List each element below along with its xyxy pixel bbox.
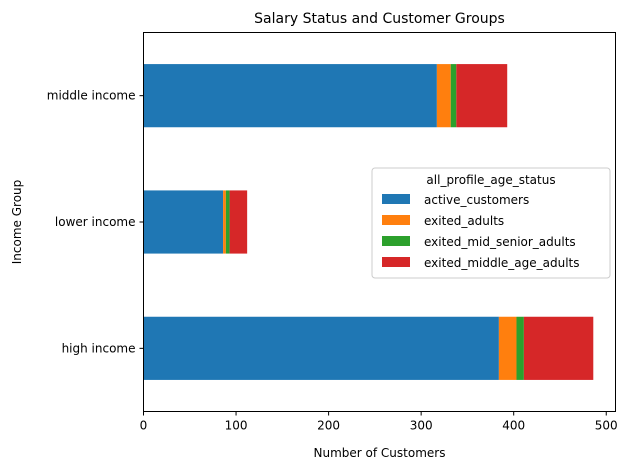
legend-swatch-exited_adults	[382, 215, 410, 225]
bar-exited_mid_senior_adults-middle-income	[450, 64, 457, 128]
x-axis-ticks: 0 100 200 300 400 500	[140, 411, 618, 433]
legend-label-exited_mid_senior_adults: exited_mid_senior_adults	[424, 235, 576, 249]
x-tick-label: 100	[225, 419, 248, 433]
bar-active_customers-middle-income	[143, 64, 437, 128]
legend-swatch-exited_mid_senior_adults	[382, 236, 410, 246]
legend: all_profile_age_status active_customersex…	[371, 167, 611, 279]
chart-title: Salary Status and Customer Groups	[254, 11, 505, 27]
y-tick-label: lower income	[55, 215, 136, 229]
bar-exited_mid_senior_adults-lower-income	[225, 190, 230, 254]
bars-group	[143, 64, 594, 380]
x-tick-label: 400	[502, 419, 525, 433]
legend-box	[371, 167, 611, 279]
x-tick-label: 300	[410, 419, 433, 433]
y-axis-ticks: high income lower income middle income	[47, 89, 144, 355]
legend-label-exited_adults: exited_adults	[424, 214, 504, 228]
bar-exited_middle_age_adults-high-income	[523, 316, 594, 380]
bar-active_customers-lower-income	[143, 190, 224, 254]
bar-exited_adults-middle-income	[436, 64, 451, 128]
x-tick-label: 0	[140, 419, 148, 433]
bar-exited_adults-lower-income	[223, 190, 226, 254]
bar-exited_middle_age_adults-middle-income	[456, 64, 508, 128]
legend-title: all_profile_age_status	[426, 173, 555, 187]
y-axis-label: Income Group	[10, 180, 24, 265]
x-axis-label: Number of Customers	[314, 446, 446, 460]
legend-label-active_customers: active_customers	[424, 193, 529, 207]
bar-exited_mid_senior_adults-high-income	[516, 316, 524, 380]
legend-swatch-active_customers	[382, 194, 410, 204]
y-tick-label: high income	[62, 341, 136, 355]
legend-label-exited_middle_age_adults: exited_middle_age_adults	[424, 256, 580, 270]
bar-exited_middle_age_adults-lower-income	[229, 190, 248, 254]
legend-swatch-exited_middle_age_adults	[382, 257, 410, 267]
bar-exited_adults-high-income	[498, 316, 517, 380]
bar-active_customers-high-income	[143, 316, 499, 380]
x-tick-label: 200	[317, 419, 340, 433]
y-tick-label: middle income	[47, 89, 136, 103]
x-tick-label: 500	[595, 419, 618, 433]
